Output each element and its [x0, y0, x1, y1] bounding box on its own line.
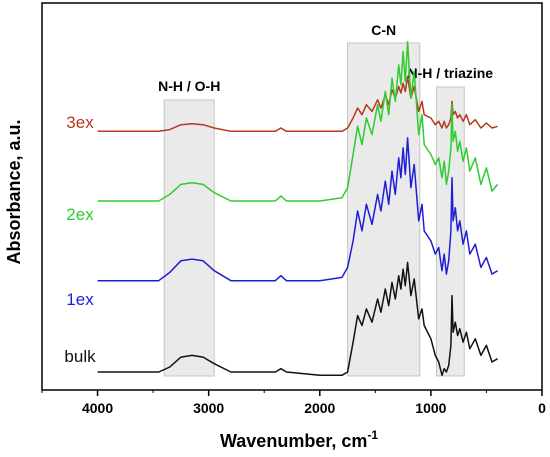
x-axis-title: Wavenumber, cm-1	[220, 428, 378, 451]
band-label-1: C-N	[371, 22, 396, 38]
series-label-bulk: bulk	[64, 347, 96, 366]
x-axis-title-main: Wavenumber, cm	[220, 431, 367, 451]
series-label-1ex: 1ex	[66, 290, 94, 309]
plot-frame	[41, 2, 543, 391]
series-line-3ex	[97, 75, 498, 133]
x-tick-label: 3000	[193, 400, 224, 416]
band-0	[163, 99, 215, 377]
x-axis-title-exponent: -1	[367, 428, 378, 442]
series-lines	[97, 40, 499, 377]
series-line-2ex	[97, 40, 499, 202]
band-1	[347, 42, 421, 377]
x-axis-ticks: 4000 3000 2000 1000 0	[41, 390, 546, 416]
series-label-3ex: 3ex	[66, 113, 94, 132]
highlight-bands: N-H / O-H C-N N-H / triazine	[158, 22, 494, 377]
x-tick-label: 1000	[415, 400, 446, 416]
series-labels: 3ex 2ex 1ex bulk	[64, 113, 96, 366]
y-axis-title: Absorbance, a.u.	[4, 119, 24, 264]
series-line-bulk	[97, 261, 498, 377]
x-tick-label: 2000	[304, 400, 335, 416]
x-tick-label: 0	[538, 400, 546, 416]
band-label-2: N-H / triazine	[408, 65, 494, 81]
x-tick-label: 4000	[82, 400, 113, 416]
band-label-0: N-H / O-H	[158, 78, 220, 94]
series-label-2ex: 2ex	[66, 205, 94, 224]
series-line-1ex	[97, 137, 498, 282]
